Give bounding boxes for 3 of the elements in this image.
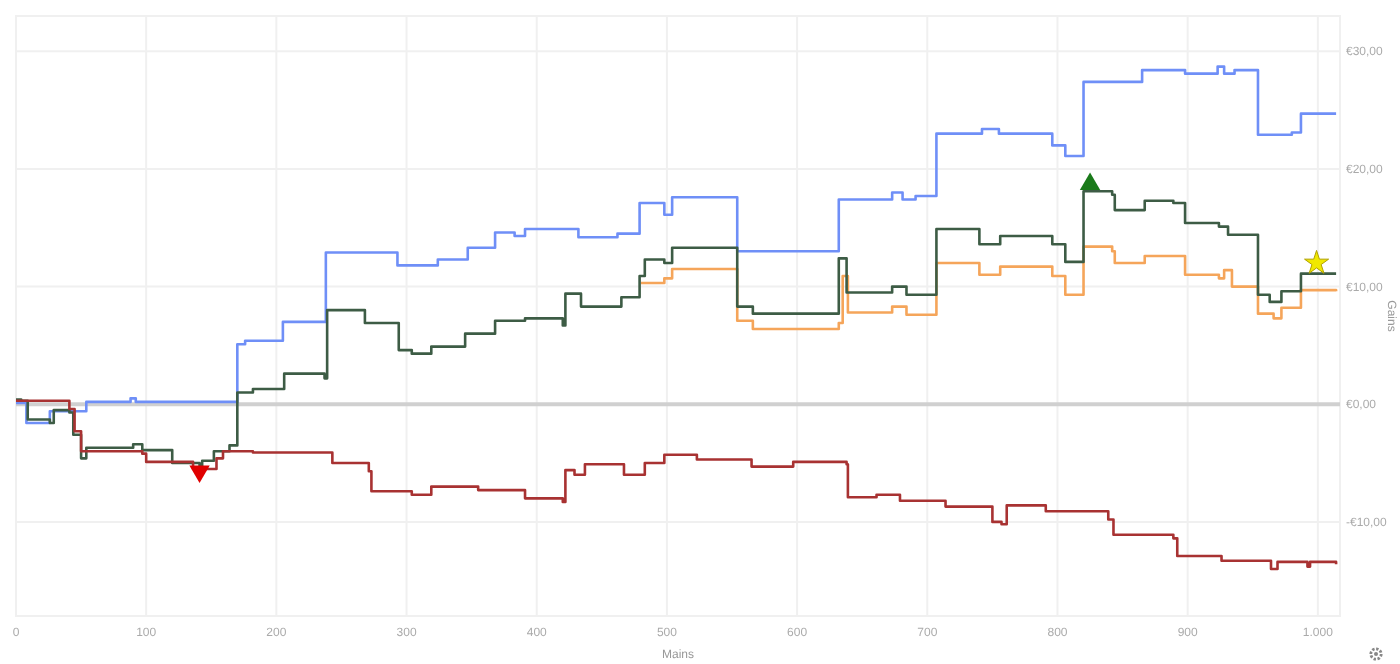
point <box>189 465 210 484</box>
point <box>1304 249 1330 274</box>
point <box>1079 172 1101 191</box>
